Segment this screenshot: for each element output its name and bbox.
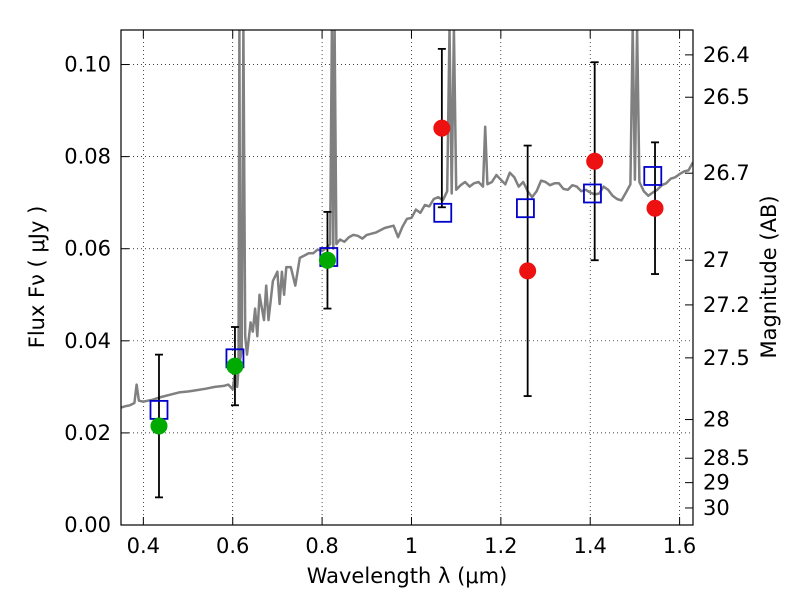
magnitude-tick-label: 28 xyxy=(703,408,730,432)
magnitude-tick-label: 26.5 xyxy=(703,85,750,109)
model-box xyxy=(516,198,535,219)
x-tick-label: 1.6 xyxy=(663,534,696,558)
upper-limit-point xyxy=(586,152,604,170)
y-tick-label: 0.04 xyxy=(64,329,111,353)
x-axis-label: Wavelength λ (μm) xyxy=(307,564,508,588)
detection-point xyxy=(318,251,336,269)
magnitude-tick-label: 29 xyxy=(703,471,730,495)
model-box xyxy=(643,166,663,186)
magnitude-tick-label: 30 xyxy=(703,496,730,520)
model-box xyxy=(583,183,602,204)
magnitude-tick-label: 26.4 xyxy=(703,43,750,67)
y-tick-label: 0.08 xyxy=(64,145,111,169)
magnitude-tick-label: 27.5 xyxy=(703,346,750,370)
plot-frame xyxy=(120,29,694,526)
upper-limit-point xyxy=(433,119,451,137)
magnitude-tick-label: 28.5 xyxy=(703,446,750,470)
magnitude-tick-label: 26.7 xyxy=(703,161,750,185)
model-box xyxy=(433,202,453,223)
y-axis-ticks: 0.00 0.02 0.04 0.06 0.08 0.10 xyxy=(64,53,129,537)
observed-photometry-points xyxy=(150,119,664,435)
x-tick-label: 1 xyxy=(405,534,418,558)
magnitude-tick-label: 27 xyxy=(703,248,730,272)
y-tick-label: 0.00 xyxy=(64,513,111,537)
x-tick-label: 0.8 xyxy=(305,534,338,558)
magnitude-axis-label: Magnitude (AB) xyxy=(757,195,781,358)
upper-limit-point xyxy=(519,262,537,280)
plot-background xyxy=(121,30,693,525)
x-tick-label: 1.2 xyxy=(484,534,517,558)
x-tick-label: 0.6 xyxy=(216,534,249,558)
x-tick-label: 1.4 xyxy=(574,534,607,558)
y-tick-label: 0.06 xyxy=(64,237,111,261)
detection-point xyxy=(150,417,168,435)
y-axis-label: Flux Fν ( μJy ) xyxy=(25,206,49,349)
detection-point xyxy=(226,357,244,375)
x-axis-ticks: 0.4 0.6 0.8 1 1.2 1.4 1.6 xyxy=(127,30,696,558)
magnitude-tick-label: 27.2 xyxy=(703,293,750,317)
x-tick-label: 0.4 xyxy=(127,534,160,558)
upper-limit-point xyxy=(646,199,664,217)
y-tick-label: 0.10 xyxy=(64,53,111,77)
y-tick-label: 0.02 xyxy=(64,421,111,445)
